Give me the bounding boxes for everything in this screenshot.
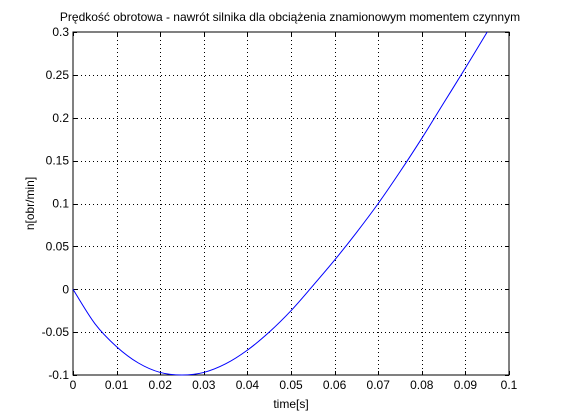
grid (73, 32, 509, 375)
y-tick-label: -0.05 (42, 325, 70, 339)
x-tick-label: 0 (70, 378, 77, 392)
x-tick-label: 0.08 (410, 378, 434, 392)
x-axis-label: time[s] (273, 397, 308, 411)
x-tick-label: 0.06 (323, 378, 347, 392)
y-tick-label: 0.25 (46, 68, 70, 82)
y-tick-label: 0 (62, 282, 69, 296)
y-tick-label: 0.15 (46, 154, 70, 168)
y-tick-label: 0.1 (52, 197, 69, 211)
x-tick-label: 0.02 (149, 378, 173, 392)
x-tick-label: 0.09 (454, 378, 478, 392)
x-tick-label: 0.07 (367, 378, 391, 392)
axis-ticks (73, 32, 510, 376)
y-tick-label: -0.1 (48, 368, 69, 382)
x-tick-label: 0.04 (236, 378, 260, 392)
x-axis-tick-labels: 0 0.01 0.02 0.03 0.04 0.05 0.06 0.07 0.08 0.09 0.1 (70, 378, 518, 392)
series-layer (72, 31, 488, 376)
y-axis-tick-labels: -0.1 -0.05 0 0.05 0.1 0.15 0.2 0.25 0.3 (42, 25, 70, 382)
x-tick-label: 0.03 (192, 378, 216, 392)
y-tick-label: 0.2 (52, 111, 69, 125)
series-line (72, 31, 488, 376)
y-tick-label: 0.05 (46, 239, 70, 253)
x-tick-label: 0.01 (105, 378, 129, 392)
x-tick-label: 0.1 (501, 378, 518, 392)
chart-title: Prędkość obrotowa - nawrót silnika dla o… (60, 10, 520, 24)
y-tick-label: 0.3 (52, 25, 69, 39)
y-axis-label: n[obr/min] (23, 177, 37, 230)
x-tick-label: 0.05 (279, 378, 303, 392)
